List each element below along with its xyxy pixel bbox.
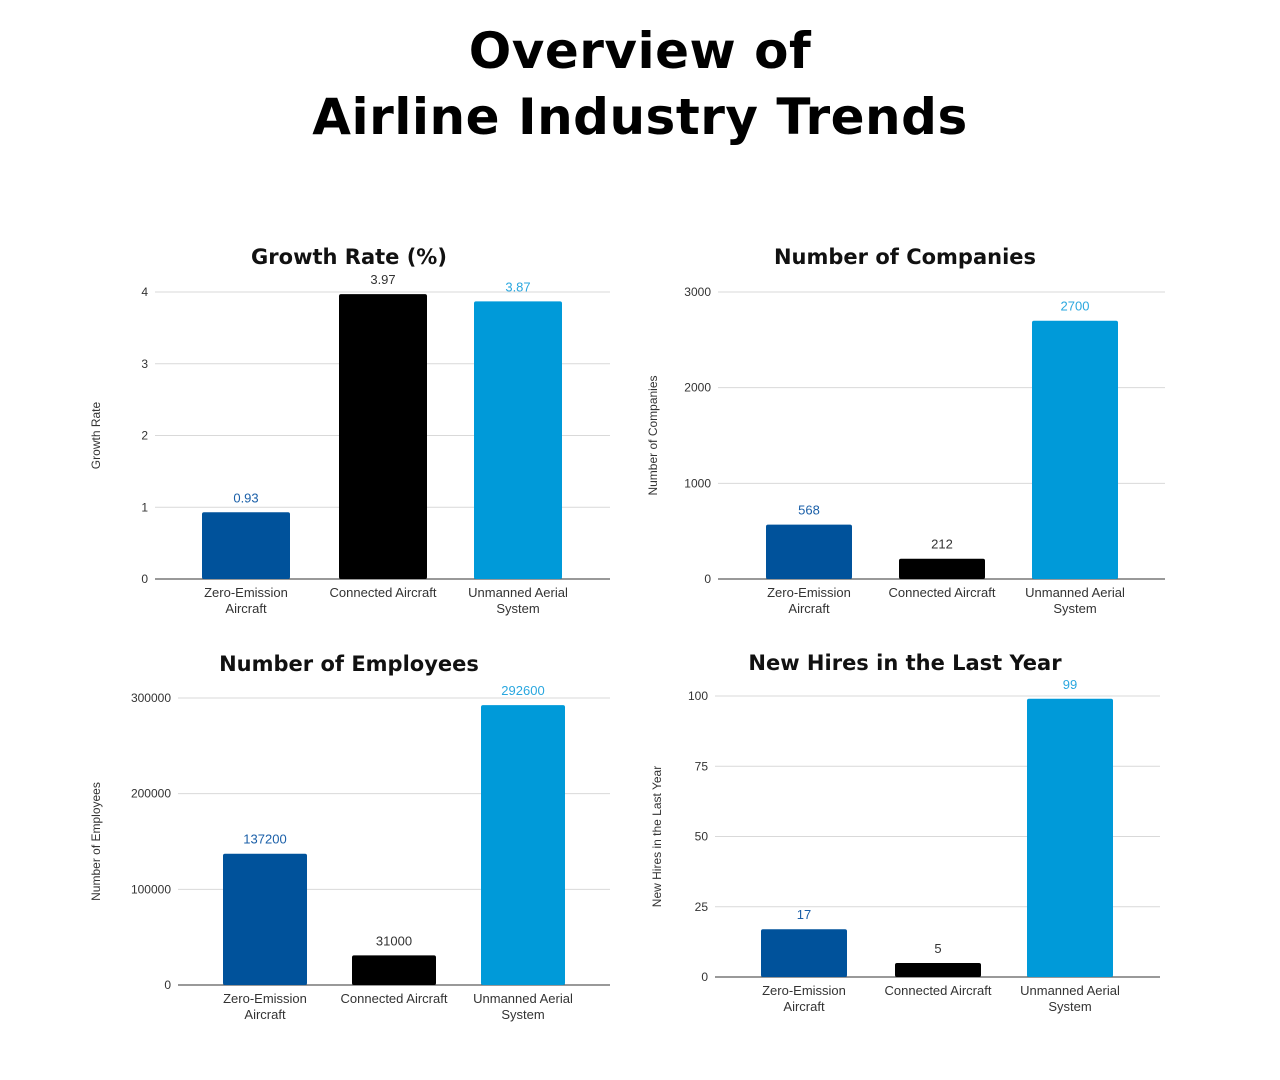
- bar-2: [339, 294, 427, 579]
- bar-1: [761, 929, 847, 977]
- y-tick-label: 0: [141, 572, 148, 586]
- data-label: 568: [798, 503, 820, 518]
- bar-1: [202, 512, 290, 579]
- data-label: 31000: [376, 933, 412, 948]
- y-axis-label: Number of Companies: [646, 375, 660, 495]
- y-tick-label: 0: [701, 970, 708, 984]
- y-tick-label: 75: [695, 759, 709, 773]
- bar-3: [474, 301, 562, 579]
- bar-2: [895, 962, 981, 977]
- data-label: 212: [931, 537, 953, 552]
- chart-4: 0 25 50 75 100 New Hires in the Last Year New …: [650, 651, 1160, 1014]
- x-tick-label: Zero-Emission Aircraft: [762, 983, 846, 1014]
- x-tick-label-line: Connected Aircraft: [889, 585, 996, 600]
- x-tick-label-line: Zero-Emission: [204, 585, 288, 600]
- x-tick-label-line: Unmanned Aerial: [1025, 585, 1125, 600]
- x-tick-label: Unmanned Aerial System: [1020, 983, 1120, 1014]
- x-tick-label: Connected Aircraft: [330, 585, 437, 600]
- x-tick-label: Zero-Emission Aircraft: [204, 585, 288, 616]
- main-title: Overview of Airline Industry Trends: [0, 18, 1280, 150]
- x-tick-label: Zero-Emission Aircraft: [767, 585, 851, 616]
- x-tick-label-line: Unmanned Aerial: [1020, 983, 1120, 998]
- chart-2: 0 1000 2000 3000 Number of Companies Number o…: [646, 245, 1165, 616]
- data-label: 292600: [501, 683, 544, 698]
- x-tick-label-line: Zero-Emission: [762, 983, 846, 998]
- x-tick-label-line: Connected Aircraft: [341, 991, 448, 1006]
- chart-title: Growth Rate (%): [251, 245, 447, 269]
- data-label: 2700: [1061, 299, 1090, 314]
- x-tick-label-line: Zero-Emission: [767, 585, 851, 600]
- data-label: 3.97: [370, 272, 395, 287]
- y-tick-label: 3000: [684, 285, 711, 299]
- x-tick-label: Connected Aircraft: [889, 585, 996, 600]
- bar-1: [766, 524, 852, 579]
- y-tick-label: 3: [141, 357, 148, 371]
- bar-2: [899, 558, 985, 579]
- x-tick-label-line: Unmanned Aerial: [468, 585, 568, 600]
- x-tick-label-line: Aircraft: [788, 601, 830, 616]
- x-tick-label: Connected Aircraft: [885, 983, 992, 998]
- x-tick-label: Zero-Emission Aircraft: [223, 991, 307, 1022]
- y-tick-label: 300000: [131, 691, 171, 705]
- data-label: 3.87: [505, 279, 530, 294]
- chart-title: New Hires in the Last Year: [748, 651, 1062, 675]
- y-tick-label: 1000: [684, 476, 711, 490]
- data-label: 99: [1063, 677, 1077, 692]
- x-tick-label-line: System: [496, 601, 539, 616]
- y-tick-label: 0: [704, 572, 711, 586]
- y-tick-label: 4: [141, 285, 148, 299]
- y-axis-label: Growth Rate: [89, 401, 103, 469]
- x-tick-label-line: Aircraft: [783, 999, 825, 1014]
- y-axis-label: New Hires in the Last Year: [650, 766, 664, 907]
- chart-3: 0 100000 200000 300000 Number of Employees Nu…: [89, 652, 610, 1022]
- chart-title: Number of Employees: [219, 652, 479, 676]
- x-tick-label-line: System: [1048, 999, 1091, 1014]
- bar-3: [1027, 698, 1113, 977]
- x-tick-label-line: Connected Aircraft: [885, 983, 992, 998]
- data-label: 5: [934, 941, 941, 956]
- x-tick-label: Unmanned Aerial System: [468, 585, 568, 616]
- y-tick-label: 100000: [131, 882, 171, 896]
- x-tick-label: Unmanned Aerial System: [473, 991, 573, 1022]
- bar-2: [352, 955, 436, 985]
- bar-3: [1032, 320, 1118, 579]
- y-tick-label: 1: [141, 500, 148, 514]
- x-tick-label-line: Zero-Emission: [223, 991, 307, 1006]
- x-tick-label-line: System: [501, 1007, 544, 1022]
- y-axis-label: Number of Employees: [89, 782, 103, 901]
- y-tick-label: 2000: [684, 381, 711, 395]
- y-tick-label: 0: [164, 978, 171, 992]
- y-tick-label: 100: [688, 689, 708, 703]
- y-tick-label: 25: [695, 900, 709, 914]
- main-title-line-1: Overview of: [468, 22, 812, 80]
- x-tick-label-line: Connected Aircraft: [330, 585, 437, 600]
- y-tick-label: 2: [141, 429, 148, 443]
- bar-3: [481, 705, 565, 985]
- x-tick-label: Connected Aircraft: [341, 991, 448, 1006]
- y-tick-label: 50: [695, 830, 709, 844]
- x-tick-label-line: Aircraft: [244, 1007, 286, 1022]
- main-title-line-2: Airline Industry Trends: [312, 88, 968, 146]
- data-label: 0.93: [233, 490, 258, 505]
- data-label: 17: [797, 907, 811, 922]
- x-tick-label-line: Aircraft: [225, 601, 267, 616]
- x-tick-label-line: System: [1053, 601, 1096, 616]
- chart-title: Number of Companies: [774, 245, 1036, 269]
- data-label: 137200: [243, 832, 286, 847]
- chart-1: 0 1 2 3 4 Growth Rate (%) Growth Rate 0.93 Zero-…: [89, 245, 610, 616]
- bar-1: [223, 853, 307, 985]
- x-tick-label: Unmanned Aerial System: [1025, 585, 1125, 616]
- y-tick-label: 200000: [131, 787, 171, 801]
- x-tick-label-line: Unmanned Aerial: [473, 991, 573, 1006]
